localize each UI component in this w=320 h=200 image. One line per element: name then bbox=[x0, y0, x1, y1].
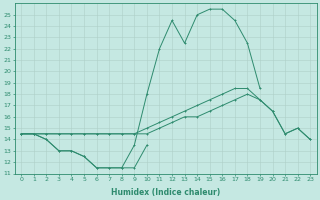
X-axis label: Humidex (Indice chaleur): Humidex (Indice chaleur) bbox=[111, 188, 220, 197]
